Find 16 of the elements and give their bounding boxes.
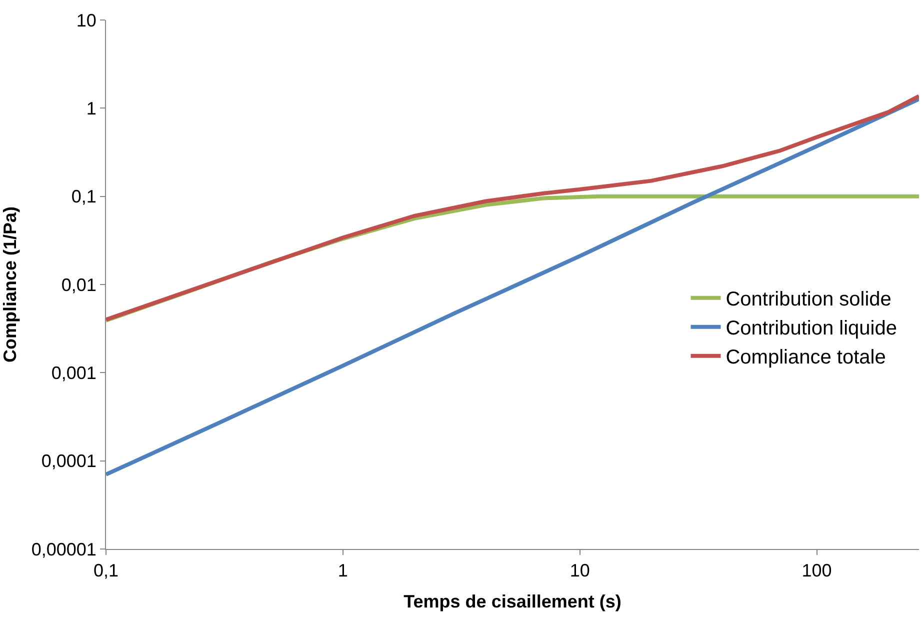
y-tick-label: 0,01 xyxy=(61,274,96,295)
legend-label: Contribution liquide xyxy=(726,318,897,340)
legend-label: Compliance totale xyxy=(726,346,886,369)
y-tick-label: 0,0001 xyxy=(41,451,96,472)
x-axis-title: Temps de cisaillement (s) xyxy=(404,592,622,612)
x-tick-label: 1 xyxy=(338,560,348,581)
y-axis-title: Compliance (1/Pa) xyxy=(0,206,20,363)
y-tick-label: 1 xyxy=(86,98,96,118)
y-tick-label: 0,1 xyxy=(71,186,96,207)
legend-label: Contribution solide xyxy=(726,288,892,311)
y-tick-label: 0,00001 xyxy=(31,539,96,560)
x-tick-label: 100 xyxy=(802,560,832,581)
x-tick-label: 10 xyxy=(570,560,590,581)
y-tick-label: 0,001 xyxy=(51,362,96,383)
y-tick-label: 10 xyxy=(76,10,96,30)
x-tick-label: 0,1 xyxy=(93,560,119,581)
